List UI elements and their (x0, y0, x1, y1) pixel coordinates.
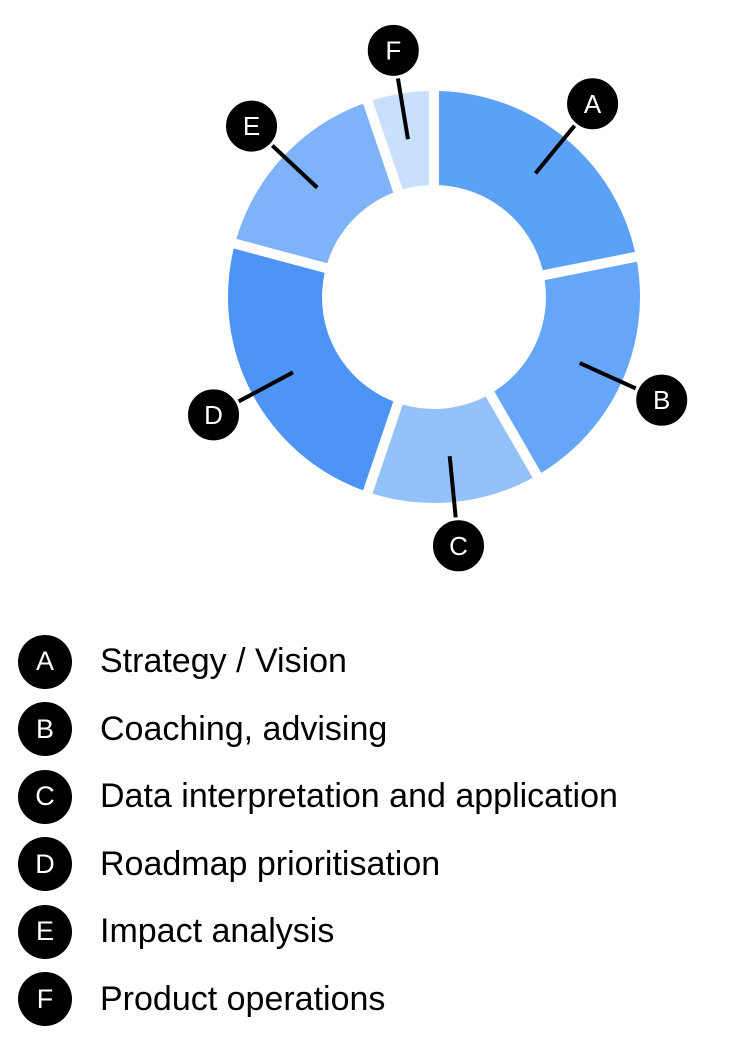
badge-letter: F (385, 35, 401, 65)
slice-f (372, 91, 429, 190)
legend-item-c: C Data interpretation and application (18, 763, 738, 831)
legend-badge: F (18, 972, 72, 1027)
callout-badge-e: E (223, 97, 281, 155)
callout-badge-f: F (364, 21, 422, 79)
legend-label: Product operations (100, 979, 386, 1018)
legend-label: Data interpretation and application (100, 777, 618, 816)
legend-badge: A (18, 634, 72, 689)
badge-circle (223, 97, 281, 155)
badge-letter: E (243, 111, 260, 141)
legend-badge: D (18, 837, 72, 892)
callout-badges: A B C D E F (185, 21, 691, 575)
legend-label: Impact analysis (100, 912, 335, 951)
legend-badge: B (18, 702, 72, 757)
legend-item-b: B Coaching, advising (18, 696, 738, 764)
badge-circle (633, 371, 691, 429)
badge-letter: B (653, 385, 670, 415)
slice-a (439, 91, 636, 271)
legend-label: Coaching, advising (100, 709, 388, 748)
callout-badge-b: B (633, 371, 691, 429)
legend-badge: C (18, 769, 72, 824)
badge-letter: D (204, 400, 223, 430)
badge-circle (430, 517, 487, 575)
leader-line-c (447, 456, 459, 529)
donut-slices (227, 91, 641, 504)
slice-b (494, 261, 641, 473)
legend-item-f: F Product operations (18, 966, 738, 1034)
leader-line-b (578, 361, 647, 395)
badge-circle (564, 75, 622, 133)
leader-line-e (263, 136, 319, 190)
slice-d (227, 248, 394, 491)
donut-chart: A B C D E F (185, 21, 691, 575)
legend-item-d: D Roadmap prioritisation (18, 831, 738, 899)
badge-letter: C (449, 531, 468, 561)
badge-letter: A (584, 89, 602, 119)
legend-item-a: A Strategy / Vision (18, 628, 738, 696)
callout-leaders (228, 67, 647, 529)
badge-circle (364, 21, 422, 79)
leader-line-d (228, 370, 294, 409)
legend-label: Strategy / Vision (100, 642, 347, 681)
leader-line-f (394, 67, 410, 140)
legend-item-e: E Impact analysis (18, 898, 738, 966)
legend-label: Roadmap prioritisation (100, 844, 441, 883)
callout-badge-a: A (564, 75, 622, 133)
callout-badge-c: C (430, 517, 487, 575)
legend-badge: E (18, 904, 72, 959)
badge-circle (185, 386, 243, 444)
leader-line-a (533, 116, 583, 175)
chart-legend: A Strategy / Vision B Coaching, advising C Da… (18, 628, 738, 1033)
callout-badge-d: D (185, 386, 243, 444)
slice-c (372, 396, 533, 504)
